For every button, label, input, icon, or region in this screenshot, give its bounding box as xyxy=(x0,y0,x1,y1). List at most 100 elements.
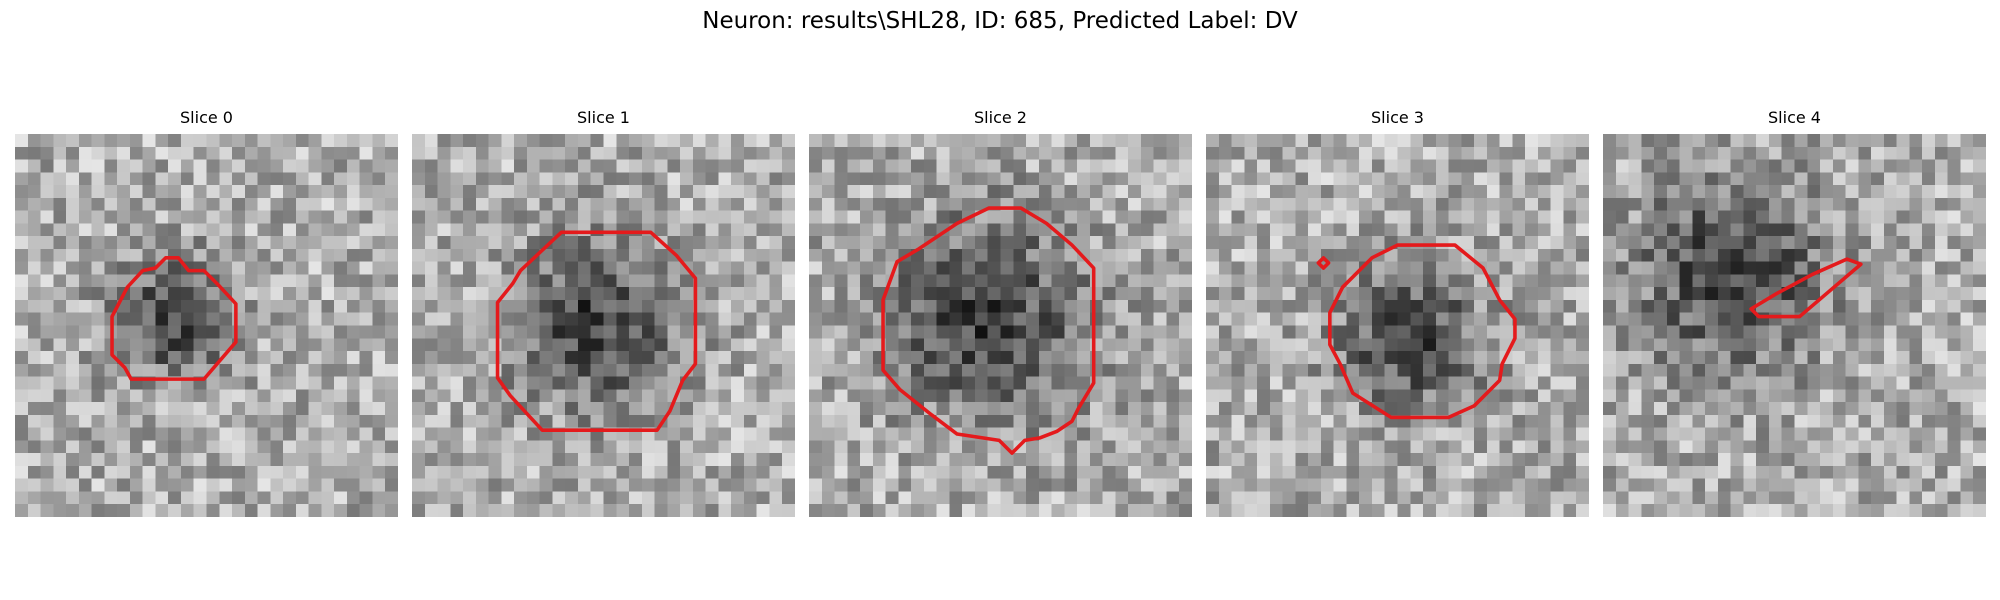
pixel xyxy=(1102,248,1116,262)
pixel xyxy=(731,248,745,262)
pixel xyxy=(565,185,579,199)
pixel xyxy=(616,210,630,224)
pixel xyxy=(1743,465,1757,479)
pixel xyxy=(1922,261,1936,275)
pixel xyxy=(1550,440,1564,454)
pixel xyxy=(1883,465,1897,479)
pixel xyxy=(1295,325,1309,339)
pixel xyxy=(949,465,963,479)
pixel xyxy=(180,159,194,173)
pixel xyxy=(180,274,194,288)
pixel xyxy=(1934,312,1948,326)
pixel xyxy=(1768,134,1782,148)
pixel xyxy=(1794,402,1808,416)
pixel xyxy=(1218,363,1232,377)
pixel xyxy=(385,491,398,505)
pixel xyxy=(1537,236,1551,250)
pixel xyxy=(1026,287,1040,301)
pixel xyxy=(283,414,297,428)
pixel xyxy=(1883,159,1897,173)
pixel xyxy=(424,197,438,211)
pixel xyxy=(244,491,258,505)
pixel xyxy=(283,312,297,326)
pixel xyxy=(1308,389,1322,403)
pixel xyxy=(1077,363,1091,377)
pixel xyxy=(385,210,398,224)
pixel xyxy=(885,236,899,250)
pixel xyxy=(1448,185,1462,199)
slice-image xyxy=(809,134,1192,517)
pixel xyxy=(168,402,182,416)
pixel xyxy=(1563,261,1577,275)
pixel xyxy=(1064,299,1078,313)
pixel xyxy=(1153,159,1167,173)
pixel xyxy=(565,325,579,339)
pixel xyxy=(769,414,783,428)
pixel xyxy=(1845,299,1859,313)
pixel xyxy=(1320,414,1334,428)
pixel xyxy=(1179,478,1192,492)
pixel xyxy=(809,478,823,492)
pixel xyxy=(15,427,29,441)
pixel xyxy=(565,134,579,148)
pixel xyxy=(1883,248,1897,262)
pixel xyxy=(1410,440,1424,454)
pixel xyxy=(91,478,105,492)
pixel xyxy=(308,159,322,173)
pixel xyxy=(1550,491,1564,505)
pixel xyxy=(168,351,182,365)
pixel xyxy=(27,402,41,416)
pixel xyxy=(1730,261,1744,275)
pixel xyxy=(1883,134,1897,148)
pixel xyxy=(756,172,770,186)
pixel xyxy=(385,248,398,262)
pixel xyxy=(1858,210,1872,224)
pixel xyxy=(437,338,451,352)
pixel xyxy=(1858,338,1872,352)
pixel xyxy=(1026,402,1040,416)
pixel xyxy=(1896,325,1910,339)
pixel xyxy=(1499,402,1513,416)
pixel xyxy=(1257,338,1271,352)
pixel xyxy=(359,478,373,492)
pixel xyxy=(1845,376,1859,390)
pixel xyxy=(1756,261,1770,275)
pixel xyxy=(911,465,925,479)
pixel xyxy=(283,223,297,237)
pixel xyxy=(1013,312,1027,326)
pixel xyxy=(1269,223,1283,237)
pixel xyxy=(1832,427,1846,441)
pixel xyxy=(743,185,757,199)
pixel xyxy=(552,376,566,390)
pixel xyxy=(244,197,258,211)
pixel xyxy=(1499,491,1513,505)
pixel xyxy=(1820,414,1834,428)
pixel xyxy=(53,440,67,454)
pixel xyxy=(1448,389,1462,403)
pixel xyxy=(603,325,617,339)
pixel xyxy=(1883,274,1897,288)
pixel xyxy=(1140,338,1154,352)
pixel xyxy=(53,261,67,275)
pixel xyxy=(1666,248,1680,262)
pixel xyxy=(1871,389,1885,403)
pixel xyxy=(949,478,963,492)
pixel xyxy=(1140,427,1154,441)
pixel xyxy=(232,351,246,365)
pixel xyxy=(1654,363,1668,377)
pixel xyxy=(1896,146,1910,160)
pixel xyxy=(1679,159,1693,173)
pixel xyxy=(437,299,451,313)
pixel xyxy=(463,312,477,326)
pixel xyxy=(334,478,348,492)
pixel xyxy=(552,146,566,160)
pixel xyxy=(1064,389,1078,403)
pixel xyxy=(1308,427,1322,441)
pixel xyxy=(372,185,386,199)
pixel xyxy=(27,197,41,211)
pixel xyxy=(667,134,681,148)
pixel xyxy=(1641,261,1655,275)
pixel xyxy=(142,325,156,339)
pixel xyxy=(1807,287,1821,301)
pixel xyxy=(898,427,912,441)
